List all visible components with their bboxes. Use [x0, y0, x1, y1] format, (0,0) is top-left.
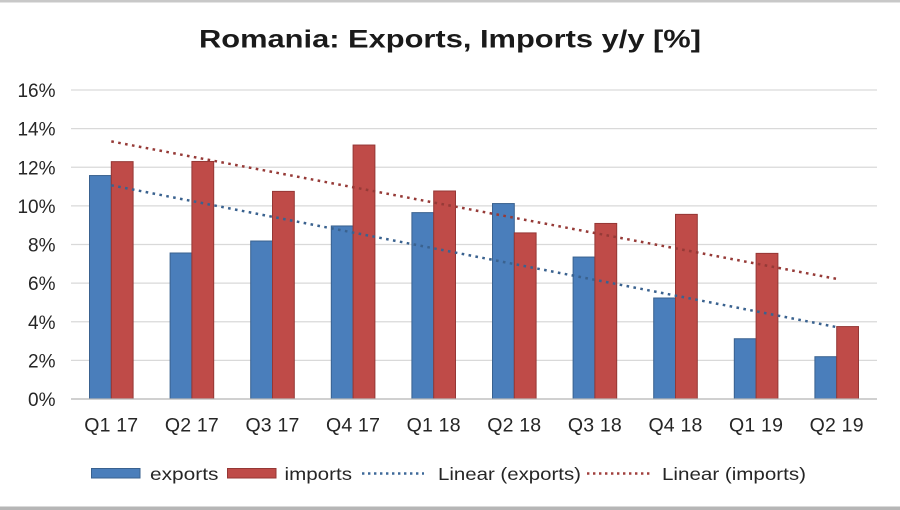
svg-text:16%: 16%	[17, 81, 55, 102]
svg-text:4%: 4%	[28, 313, 56, 334]
svg-text:8%: 8%	[28, 236, 56, 257]
svg-text:Q2 17: Q2 17	[165, 415, 219, 437]
svg-text:Q3 17: Q3 17	[245, 415, 299, 437]
svg-text:Q3 18: Q3 18	[568, 415, 622, 437]
svg-text:Q2 19: Q2 19	[810, 415, 864, 437]
svg-text:10%: 10%	[17, 197, 55, 218]
svg-text:Q1 19: Q1 19	[729, 415, 783, 437]
svg-text:Q1 18: Q1 18	[407, 415, 461, 437]
svg-text:12%: 12%	[17, 158, 55, 179]
svg-text:Q4 18: Q4 18	[648, 415, 702, 437]
svg-text:Q4 17: Q4 17	[326, 415, 380, 437]
svg-text:2%: 2%	[28, 351, 56, 372]
svg-text:Q2 18: Q2 18	[487, 415, 541, 437]
svg-text:Romania: Exports, Imports y/y: Romania: Exports, Imports y/y [%]	[199, 26, 701, 54]
svg-text:Linear (exports): Linear (exports)	[438, 464, 581, 484]
svg-text:6%: 6%	[28, 274, 56, 295]
svg-text:Linear (imports): Linear (imports)	[662, 464, 806, 484]
svg-text:Q1 17: Q1 17	[84, 415, 138, 437]
svg-text:exports: exports	[150, 464, 219, 484]
svg-text:14%: 14%	[17, 120, 55, 141]
svg-text:imports: imports	[285, 464, 353, 484]
svg-text:0%: 0%	[28, 390, 56, 411]
